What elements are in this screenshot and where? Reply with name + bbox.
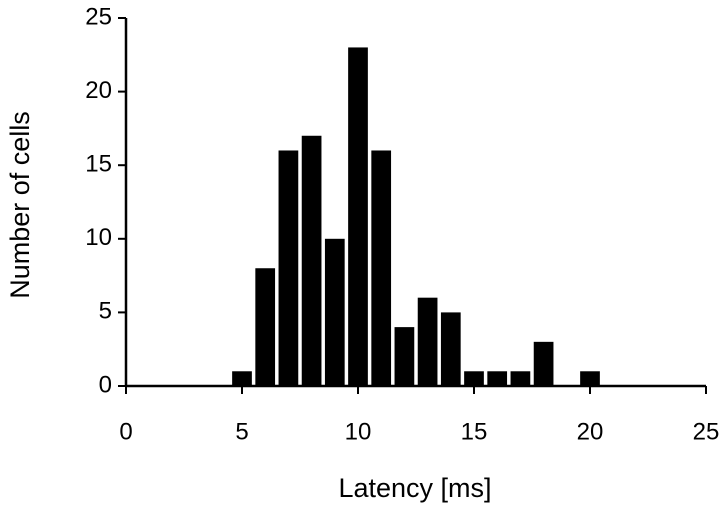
bar — [464, 371, 484, 386]
x-tick-label: 25 — [693, 418, 720, 445]
bar — [580, 371, 600, 386]
x-tick-label: 0 — [119, 418, 132, 445]
bar — [278, 150, 299, 386]
bar — [301, 135, 322, 386]
x-tick-label: 20 — [577, 418, 604, 445]
x-axis-label: Latency [ms] — [338, 473, 491, 503]
bar — [533, 341, 554, 386]
y-axis-label: Number of cells — [5, 111, 35, 299]
x-tick-label: 5 — [235, 418, 248, 445]
bar — [255, 268, 276, 386]
bar — [510, 371, 531, 386]
y-tick-label: 0 — [99, 371, 112, 398]
y-tick-label: 25 — [85, 3, 112, 30]
x-tick-label: 15 — [461, 418, 488, 445]
bar — [417, 297, 438, 386]
bar — [324, 238, 345, 386]
bar — [232, 371, 252, 386]
x-tick-label: 10 — [345, 418, 372, 445]
y-tick-label: 5 — [99, 298, 112, 325]
y-tick-label: 20 — [85, 77, 112, 104]
bar — [440, 312, 461, 386]
bar — [371, 150, 392, 386]
bar — [348, 47, 368, 386]
y-tick-label: 10 — [85, 224, 112, 251]
y-tick-label: 15 — [85, 151, 112, 178]
bar — [487, 371, 508, 386]
bar — [394, 327, 415, 386]
